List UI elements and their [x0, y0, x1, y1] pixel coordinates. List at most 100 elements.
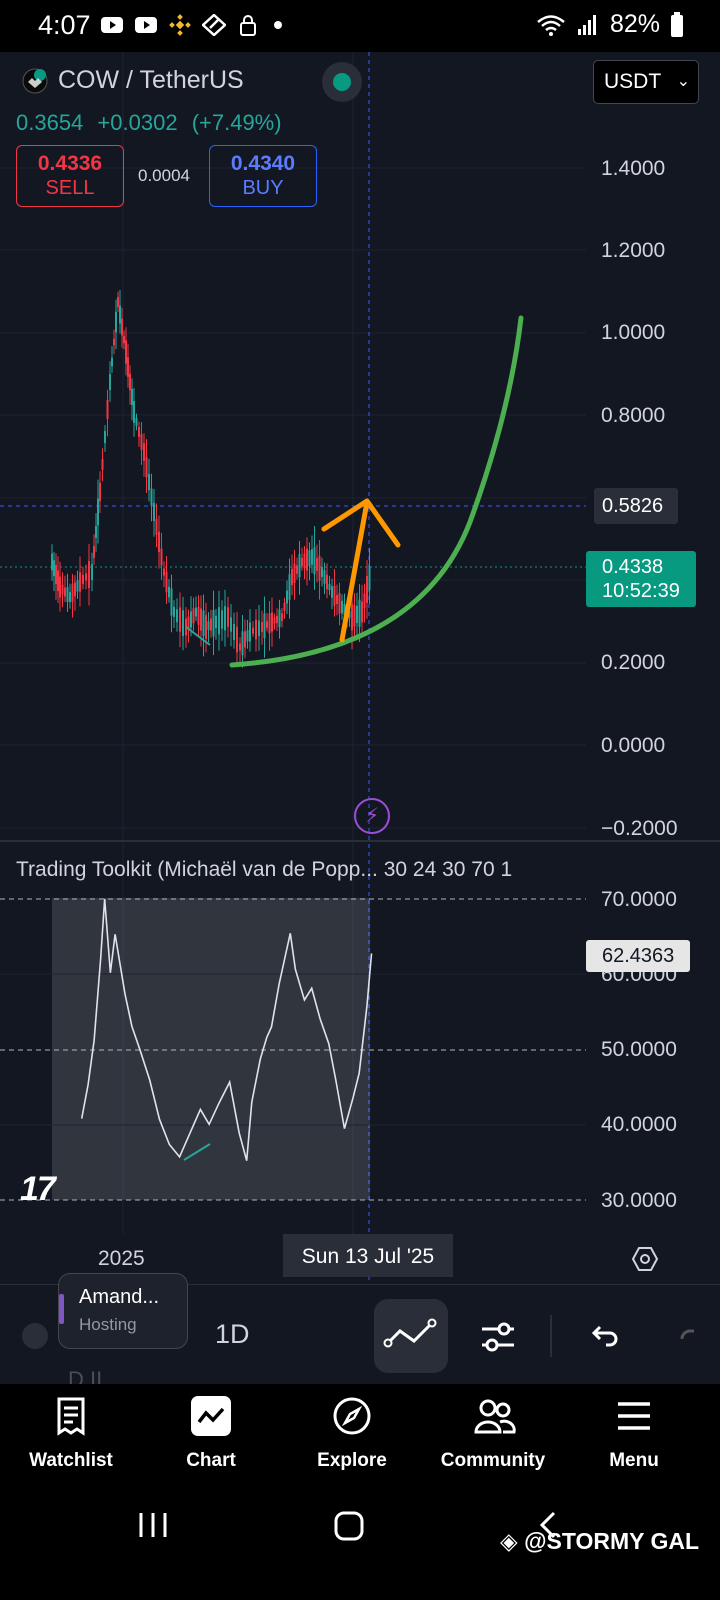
market-status-icon[interactable]: [322, 62, 362, 102]
settings-icon[interactable]: [630, 1244, 660, 1274]
candle-body: [202, 610, 205, 637]
chart-toolbar: Amand... Hosting 1D D II: [0, 1273, 720, 1392]
candle-body: [212, 610, 215, 637]
candle-body: [104, 431, 106, 443]
candle-body: [363, 593, 366, 609]
buy-label: BUY: [242, 177, 284, 199]
candle-body: [109, 373, 111, 391]
back-icon[interactable]: [538, 1510, 558, 1540]
candle-body: [296, 565, 298, 574]
candle-body: [215, 615, 217, 629]
candle-body: [135, 418, 138, 426]
candle-body: [51, 553, 53, 571]
last-price: 0.3654: [16, 110, 84, 135]
chart-canvas[interactable]: [0, 52, 720, 1284]
menu-icon: [618, 1402, 650, 1430]
recents-icon[interactable]: [136, 1510, 170, 1540]
avatar[interactable]: [22, 1323, 48, 1349]
candle-body: [328, 583, 331, 591]
candle-body: [230, 617, 232, 632]
account-card[interactable]: Amand... Hosting: [58, 1273, 188, 1349]
candle-body: [115, 311, 117, 333]
candle-body: [348, 611, 351, 618]
toolbar-divider: [550, 1315, 552, 1357]
candle-body: [236, 626, 238, 653]
candle-body: [276, 615, 278, 624]
candle-body: [361, 601, 363, 623]
candle-body: [85, 573, 87, 581]
nav-explore[interactable]: Explore: [282, 1384, 422, 1494]
candle-body: [291, 568, 293, 586]
candle-body: [91, 564, 93, 580]
candle-body: [271, 612, 273, 632]
crosshair-date-tag: Sun 13 Jul '25: [283, 1234, 453, 1277]
account-name: Amand...: [79, 1286, 160, 1308]
sell-button[interactable]: 0.4336 SELL: [16, 145, 124, 207]
price-change-row: 0.3654 +0.0302 (+7.49%): [16, 110, 290, 136]
undo-icon[interactable]: [588, 1319, 620, 1351]
candle-body: [239, 643, 241, 651]
currency-select[interactable]: USDT ⌄: [593, 60, 699, 104]
price-change: +0.0302: [97, 110, 178, 135]
nav-menu[interactable]: Menu: [564, 1384, 704, 1494]
drawn-arrow-shaft: [339, 499, 370, 643]
candle-body: [249, 622, 251, 642]
candle-body: [233, 624, 235, 640]
candle-body: [55, 565, 57, 584]
candle-body: [321, 567, 323, 577]
candle-body: [331, 586, 333, 598]
candle-body: [338, 593, 341, 614]
crosshair-price-tag: 0.5826: [594, 488, 678, 524]
buy-button[interactable]: 0.4340 BUY: [209, 145, 317, 207]
interval-button[interactable]: 1D: [215, 1319, 250, 1349]
home-icon[interactable]: [333, 1510, 365, 1542]
indicator-title[interactable]: Trading Toolkit (Michaël van de Popp... …: [16, 858, 513, 881]
candle-body: [127, 357, 129, 377]
candle-body: [61, 584, 64, 595]
wifi-icon: [537, 14, 565, 36]
indicator-highlight: [52, 898, 370, 1200]
candle-body: [195, 607, 197, 617]
nav-chart[interactable]: Chart: [141, 1384, 281, 1494]
lightning-icon[interactable]: ⚡: [354, 798, 390, 834]
candle-body: [95, 526, 97, 538]
candle-body: [358, 599, 361, 627]
candle-body: [71, 584, 74, 603]
sell-label: SELL: [45, 177, 95, 199]
candle-body: [258, 620, 260, 637]
candle-body: [326, 574, 328, 590]
drawing-tools-button[interactable]: [374, 1299, 448, 1373]
candle-body: [266, 621, 268, 628]
candle-body: [210, 618, 212, 631]
candle-body: [207, 621, 210, 631]
candle-body: [66, 586, 69, 603]
candle-body: [113, 338, 115, 346]
bar-countdown: 10:52:39: [602, 580, 680, 602]
candle-body: [148, 473, 150, 491]
redo-icon[interactable]: [680, 1319, 720, 1351]
chart-area[interactable]: COW / TetherUS 0.3654 +0.0302 (+7.49%) 0…: [0, 52, 720, 1284]
indicator-value-tag: 62.4363: [586, 940, 690, 972]
candle-body: [168, 586, 170, 598]
price-axis-label: 0.8000: [601, 404, 666, 427]
candle-body: [318, 555, 321, 581]
system-nav: [0, 1494, 720, 1600]
symbol-name[interactable]: COW / TetherUS: [58, 66, 244, 94]
binance-icon: ◈: [500, 1528, 518, 1554]
candle-body: [69, 592, 71, 602]
watchlist-icon: [57, 1397, 85, 1436]
indicator-axis-label: 70.0000: [601, 888, 677, 911]
candle-body: [221, 610, 223, 629]
candle-body: [158, 531, 160, 553]
candle-body: [190, 611, 192, 628]
nav-label: Chart: [186, 1450, 236, 1471]
price-axis-label: −0.2000: [601, 817, 678, 840]
indicators-icon[interactable]: [478, 1317, 518, 1357]
nav-watchlist[interactable]: Watchlist: [1, 1384, 141, 1494]
candle-body: [246, 630, 249, 642]
candle-body: [176, 609, 178, 623]
nav-community[interactable]: Community: [423, 1384, 563, 1494]
candle-body: [278, 609, 281, 628]
panel-separator[interactable]: [0, 840, 720, 842]
lock-icon: [240, 15, 256, 36]
